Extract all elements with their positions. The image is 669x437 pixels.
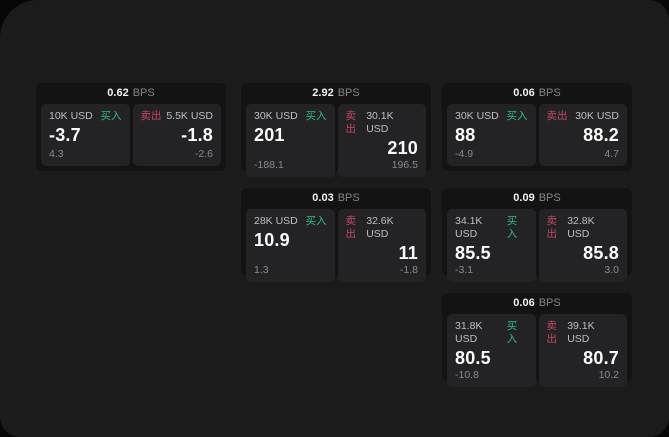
buy-side-label: 买入 xyxy=(506,320,518,345)
buy-price: 80.5 xyxy=(455,348,491,368)
buy-panel[interactable]: 30K USD 买入 88 -4.9 xyxy=(447,104,536,166)
bps-value: 0.06 xyxy=(513,297,535,309)
buy-panel[interactable]: 34.1K USD 买入 85.5 -3.1 xyxy=(447,209,536,282)
bps-unit-label: BPS xyxy=(538,297,561,309)
buy-amount: 30K USD xyxy=(254,110,298,122)
bps-unit-label: BPS xyxy=(337,87,360,99)
bps-header: 0.06 BPS xyxy=(442,83,632,104)
bps-unit-label: BPS xyxy=(538,87,561,99)
sell-sub-value: 10.2 xyxy=(598,369,619,381)
buy-side-label: 买入 xyxy=(305,110,327,122)
buy-panel[interactable]: 28K USD 买入 10.9 1.3 xyxy=(246,209,335,282)
bps-unit-label: BPS xyxy=(538,192,561,204)
sell-amount: 39.1K USD xyxy=(567,320,595,345)
buy-price: -3.7 xyxy=(49,125,81,145)
bps-value: 0.09 xyxy=(513,192,535,204)
quote-card[interactable]: 0.62 BPS 10K USD 买入 -3.7 4.3 卖出 5.5K USD… xyxy=(36,83,226,171)
buy-sub-value: 1.3 xyxy=(254,264,269,276)
buy-price: 85.5 xyxy=(455,243,491,263)
buy-sub-value: -188.1 xyxy=(254,159,284,171)
sell-panel[interactable]: 卖出 32.6K USD 11 -1.8 xyxy=(337,209,426,282)
sell-side-label: 卖出 xyxy=(546,110,568,122)
buy-sub-value: -3.1 xyxy=(455,264,474,276)
sell-price: 210 xyxy=(387,138,418,158)
sell-price: 88.2 xyxy=(583,125,619,145)
sell-panel[interactable]: 卖出 30K USD 88.2 4.7 xyxy=(538,104,627,166)
sell-side-label: 卖出 xyxy=(546,320,558,345)
sell-sub-value: -2.6 xyxy=(194,148,213,160)
sell-side-label: 卖出 xyxy=(345,215,357,240)
quote-card[interactable]: 0.09 BPS 34.1K USD 买入 85.5 -3.1 卖出 32.8K… xyxy=(442,188,632,282)
sell-price: -1.8 xyxy=(181,125,213,145)
quote-card[interactable]: 0.06 BPS 30K USD 买入 88 -4.9 卖出 30K USD 8… xyxy=(442,83,632,171)
quote-card[interactable]: 0.06 BPS 31.8K USD 买入 80.5 -10.8 卖出 39.1… xyxy=(442,293,632,387)
bps-value: 0.62 xyxy=(107,87,129,99)
sell-price: 85.8 xyxy=(583,243,619,263)
sell-amount: 30.1K USD xyxy=(366,110,394,135)
buy-amount: 31.8K USD xyxy=(455,320,483,345)
buy-price: 201 xyxy=(254,125,285,145)
buy-side-label: 买入 xyxy=(305,215,327,227)
buy-amount: 34.1K USD xyxy=(455,215,483,240)
buy-amount: 10K USD xyxy=(49,110,93,122)
sell-panel[interactable]: 卖出 32.8K USD 85.8 3.0 xyxy=(538,209,627,282)
sell-sub-value: -1.8 xyxy=(399,264,418,276)
bps-header: 0.09 BPS xyxy=(442,188,632,209)
buy-price: 10.9 xyxy=(254,230,290,250)
buy-sub-value: -10.8 xyxy=(455,369,479,381)
buy-panel[interactable]: 30K USD 买入 201 -188.1 xyxy=(246,104,335,177)
buy-side-label: 买入 xyxy=(100,110,122,122)
quote-card[interactable]: 0.03 BPS 28K USD 买入 10.9 1.3 卖出 32.6K US… xyxy=(241,188,431,282)
buy-side-label: 买入 xyxy=(506,110,528,122)
buy-side-label: 买入 xyxy=(506,215,518,240)
buy-panel[interactable]: 31.8K USD 买入 80.5 -10.8 xyxy=(447,314,536,387)
buy-panel[interactable]: 10K USD 买入 -3.7 4.3 xyxy=(41,104,130,166)
sell-side-label: 卖出 xyxy=(345,110,357,135)
buy-sub-value: 4.3 xyxy=(49,148,64,160)
bps-header: 2.92 BPS xyxy=(241,83,431,104)
buy-sub-value: -4.9 xyxy=(455,148,474,160)
bps-header: 0.62 BPS xyxy=(36,83,226,104)
bps-value: 2.92 xyxy=(312,87,334,99)
bps-value: 0.06 xyxy=(513,87,535,99)
sell-panel[interactable]: 卖出 39.1K USD 80.7 10.2 xyxy=(538,314,627,387)
bps-header: 0.03 BPS xyxy=(241,188,431,209)
bps-unit-label: BPS xyxy=(132,87,155,99)
sell-amount: 32.6K USD xyxy=(366,215,394,240)
sell-amount: 32.8K USD xyxy=(567,215,595,240)
sell-sub-value: 3.0 xyxy=(604,264,619,276)
buy-price: 88 xyxy=(455,125,476,145)
bps-header: 0.06 BPS xyxy=(442,293,632,314)
buy-amount: 30K USD xyxy=(455,110,499,122)
quote-card[interactable]: 2.92 BPS 30K USD 买入 201 -188.1 卖出 30.1K … xyxy=(241,83,431,177)
sell-side-label: 卖出 xyxy=(546,215,558,240)
sell-sub-value: 4.7 xyxy=(604,148,619,160)
buy-amount: 28K USD xyxy=(254,215,298,227)
sell-amount: 5.5K USD xyxy=(166,110,213,122)
sell-price: 11 xyxy=(398,243,418,263)
sell-price: 80.7 xyxy=(583,348,619,368)
sell-side-label: 卖出 xyxy=(140,110,162,122)
sell-sub-value: 196.5 xyxy=(391,159,418,171)
sell-panel[interactable]: 卖出 5.5K USD -1.8 -2.6 xyxy=(132,104,221,166)
bps-unit-label: BPS xyxy=(337,192,360,204)
bps-value: 0.03 xyxy=(312,192,334,204)
sell-amount: 30K USD xyxy=(575,110,619,122)
sell-panel[interactable]: 卖出 30.1K USD 210 196.5 xyxy=(337,104,426,177)
